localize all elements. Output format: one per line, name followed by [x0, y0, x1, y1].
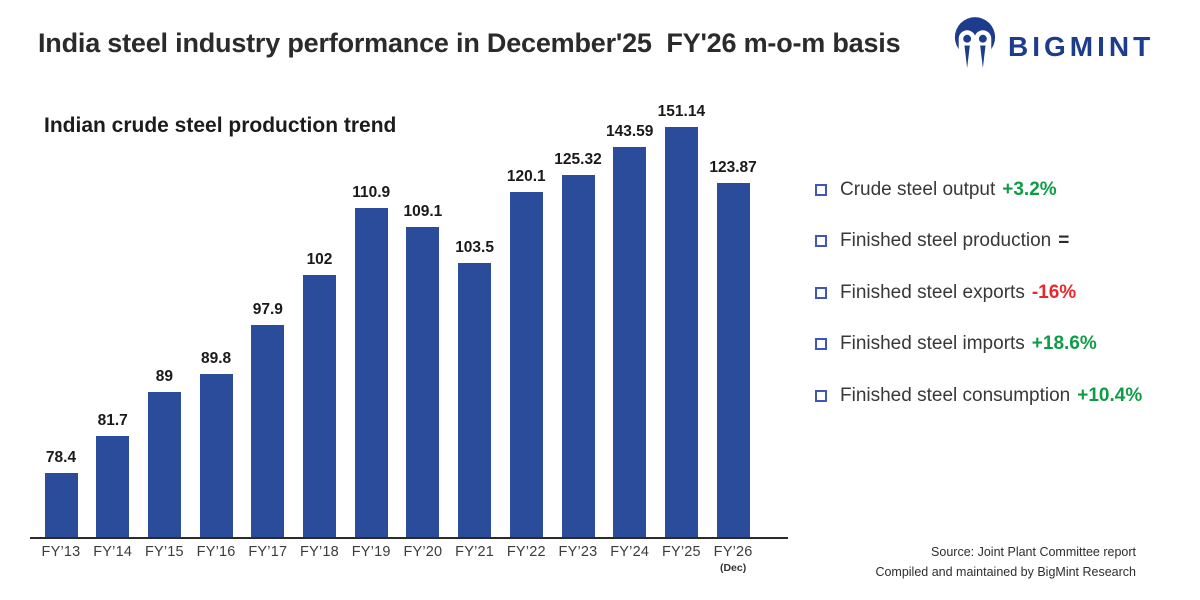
- x-axis-line: [30, 537, 788, 539]
- bar-FY’22: [509, 192, 543, 537]
- compiled-line: Compiled and maintained by BigMint Resea…: [875, 564, 1136, 579]
- x-tick-label: FY’17: [248, 544, 288, 560]
- indicator-change-value: +10.4%: [1077, 384, 1143, 406]
- x-tick-label: FY’25: [661, 544, 701, 560]
- bar-FY’13: [44, 473, 78, 537]
- source-line: Source: Joint Plant Committee report: [931, 545, 1136, 559]
- bar-value-label: 103.5: [455, 239, 494, 256]
- indicator-change-value: =: [1058, 230, 1070, 252]
- indicator-item: Finished steel consumption +10.4%: [815, 370, 1142, 422]
- bar-FY’16: [199, 374, 233, 537]
- bar-value-label: 120.1: [506, 168, 546, 185]
- x-tick-label: FY’22: [506, 544, 546, 560]
- bar-FY’14: [96, 436, 130, 537]
- indicator-change-value: +18.6%: [1031, 333, 1097, 355]
- bar-value-label: 123.87: [709, 159, 757, 176]
- bar-value-label: 97.9: [252, 301, 283, 318]
- indicator-change-value: -16%: [1031, 281, 1077, 303]
- indicator-item: Finished steel production =: [815, 216, 1142, 268]
- bar-value-label: 109.1: [403, 203, 443, 220]
- x-tick-label: FY’18: [300, 544, 339, 560]
- page-title: India steel industry performance in Dece…: [38, 28, 901, 58]
- bar-value-label: 151.14: [657, 103, 706, 120]
- x-tick-label: FY’15: [144, 544, 184, 560]
- x-tick-label: FY’14: [93, 544, 133, 560]
- bar-FY’24: [613, 147, 647, 537]
- bar-value-label: 143.59: [605, 123, 654, 140]
- bar-value-label: 102: [306, 251, 333, 268]
- square-bullet-icon: [815, 286, 827, 299]
- square-bullet-icon: [815, 235, 827, 248]
- bigmint-logo: BIGMINT: [952, 16, 1154, 72]
- x-tick-label: FY’24: [610, 544, 650, 560]
- bar-value-label: 81.7: [97, 412, 128, 429]
- indicator-label: Finished steel exports: [840, 281, 1025, 303]
- bar-FY’18: [303, 275, 336, 537]
- indicator-change-value: +3.2%: [1002, 178, 1057, 200]
- x-tick-note: (Dec): [719, 562, 747, 574]
- square-bullet-icon: [815, 183, 827, 196]
- bar-value-label: 78.4: [45, 449, 77, 466]
- indicator-label: Finished steel consumption: [840, 384, 1071, 406]
- x-tick-label: FY’20: [403, 544, 443, 560]
- bigmint-logo-icon: [954, 17, 996, 68]
- bar-value-label: 110.9: [352, 184, 391, 201]
- indicator-list: Crude steel output +3.2% Finished steel pr…: [815, 164, 1142, 422]
- bar-FY’15: [147, 392, 181, 537]
- indicator-item: Finished steel imports +18.6%: [815, 319, 1142, 371]
- bigmint-wordmark: BIGMINT: [1008, 31, 1155, 62]
- bar-FY’26: [716, 183, 750, 537]
- bar-FY’17: [251, 325, 285, 537]
- x-tick-label: FY’13: [41, 544, 81, 560]
- bar-FY’25: [664, 127, 698, 537]
- bar-value-label: 89.8: [201, 350, 232, 367]
- bar-value-label: 125.32: [554, 151, 602, 168]
- x-tick-label: FY’26: [713, 544, 753, 560]
- bar-FY’19: [354, 208, 388, 537]
- chart-title: Indian crude steel production trend: [44, 114, 397, 137]
- bar-value-label: 89: [155, 368, 174, 385]
- x-tick-label: FY’19: [351, 544, 391, 560]
- x-tick-label: FY’21: [455, 544, 495, 560]
- square-bullet-icon: [815, 389, 827, 402]
- x-tick-label: FY’16: [196, 544, 236, 560]
- x-tick-label: FY’23: [558, 544, 598, 560]
- indicator-label: Finished steel imports: [840, 333, 1025, 355]
- indicator-item: Crude steel output +3.2%: [815, 164, 1142, 216]
- bar-FY’21: [458, 263, 492, 537]
- indicator-label: Finished steel production: [840, 230, 1052, 252]
- indicator-label: Crude steel output: [840, 178, 996, 200]
- square-bullet-icon: [815, 338, 827, 351]
- bar-FY’23: [561, 175, 595, 537]
- indicator-item: Finished steel exports -16%: [815, 267, 1142, 319]
- bar-FY’20: [406, 227, 440, 537]
- source-note: Source: Joint Plant Committee report Com…: [875, 543, 1136, 582]
